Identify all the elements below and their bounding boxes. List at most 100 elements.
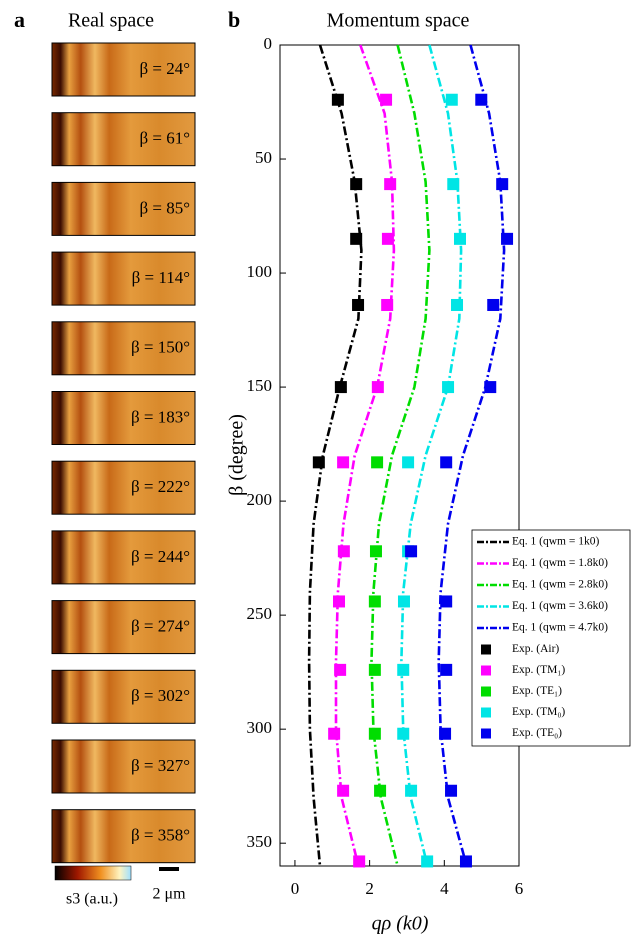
marker (328, 728, 340, 740)
marker (334, 664, 346, 676)
legend-label: Eq. 1 (qwm = 1.8k0) (512, 557, 608, 569)
tile-label: β = 244° (131, 547, 190, 566)
marker (374, 785, 386, 797)
marker (337, 785, 349, 797)
tile-label: β = 85° (139, 198, 190, 217)
marker (381, 299, 393, 311)
marker (460, 855, 472, 867)
tile-label: β = 61° (139, 129, 190, 148)
marker (454, 233, 466, 245)
x-tick-label: 4 (440, 879, 449, 898)
marker (350, 233, 362, 245)
marker (380, 94, 392, 106)
tile-label: β = 183° (131, 407, 190, 426)
y-tick-label: 200 (247, 490, 273, 509)
x-tick-label: 2 (365, 879, 374, 898)
colorbar (55, 866, 131, 880)
curve (372, 45, 430, 866)
marker (501, 233, 513, 245)
legend-label: Exp. (TM₀) (512, 706, 565, 718)
legend-marker (481, 687, 491, 697)
tile-label: β = 150° (131, 338, 190, 357)
panel-label: a (14, 7, 25, 32)
curve (401, 45, 461, 866)
legend-label: Eq. 1 (qwm = 3.6k0) (512, 600, 608, 612)
marker (369, 664, 381, 676)
marker (475, 94, 487, 106)
tile-label: β = 222° (131, 477, 190, 496)
scale-label: 2 μm (152, 886, 186, 903)
y-tick-label: 350 (247, 832, 273, 851)
chart-title: Momentum space (327, 10, 470, 32)
marker (451, 299, 463, 311)
marker (439, 728, 451, 740)
marker (333, 595, 345, 607)
marker (338, 545, 350, 557)
page: a Real space s3 (a.u.) 2 μm b Momentum s… (0, 0, 633, 943)
marker (405, 545, 417, 557)
tile-label: β = 274° (131, 617, 190, 636)
tile-label: β = 302° (131, 686, 190, 705)
marker (370, 545, 382, 557)
legend-marker (481, 729, 491, 739)
marker (446, 94, 458, 106)
marker (397, 664, 409, 676)
tiles: β = 24° β = 61° β = 85° β = 114° β = 150° β =… (52, 43, 195, 863)
marker (369, 728, 381, 740)
legend-label: Eq. 1 (qwm = 1k0) (512, 536, 599, 548)
y-tick-label: 100 (247, 262, 273, 281)
marker (369, 595, 381, 607)
marker (397, 728, 409, 740)
marker (421, 855, 433, 867)
tile-label: β = 327° (131, 756, 190, 775)
marker (440, 595, 452, 607)
legend-label: Eq. 1 (qwm = 2.8k0) (512, 579, 608, 591)
marker (353, 855, 365, 867)
marker (372, 381, 384, 393)
legend-label: Eq. 1 (qwm = 4.7k0) (512, 622, 608, 634)
marker (487, 299, 499, 311)
marker (352, 299, 364, 311)
legend-marker (481, 666, 491, 676)
marker (405, 785, 417, 797)
legend-label: Exp. (TE₀) (512, 727, 562, 739)
marker (445, 785, 457, 797)
marker (371, 456, 383, 468)
tile-label: β = 24° (139, 59, 190, 78)
y-tick-label: 0 (264, 34, 273, 53)
y-tick-label: 150 (247, 376, 273, 395)
colorbar-label: s3 (a.u.) (66, 891, 118, 908)
marker (398, 595, 410, 607)
marker (382, 233, 394, 245)
legend: Eq. 1 (qwm = 1k0) Eq. 1 (qwm = 1.8k0) Eq. … (472, 530, 630, 746)
marker (442, 381, 454, 393)
curve (336, 45, 394, 866)
marker (337, 456, 349, 468)
marker (447, 178, 459, 190)
legend-marker (481, 645, 491, 655)
marker (484, 381, 496, 393)
marker (440, 456, 452, 468)
x-axis-label: qρ (k0) (372, 913, 429, 935)
y-tick-label: 250 (247, 604, 273, 623)
y-axis-label: β (degree) (226, 414, 248, 496)
x-tick-label: 6 (515, 879, 524, 898)
marker (402, 456, 414, 468)
figure: a Real space s3 (a.u.) 2 μm b Momentum s… (0, 0, 633, 943)
panel-title: Real space (68, 10, 154, 32)
marker (440, 664, 452, 676)
panel-label: b (228, 7, 240, 32)
y-tick-label: 50 (255, 148, 272, 167)
tile-label: β = 358° (131, 826, 190, 845)
marker (384, 178, 396, 190)
marker (313, 456, 325, 468)
marker (496, 178, 508, 190)
tile-label: β = 114° (132, 268, 190, 287)
x-tick-label: 0 (291, 879, 300, 898)
marker (332, 94, 344, 106)
legend-label: Exp. (Air) (512, 643, 559, 655)
legend-marker (481, 708, 491, 718)
marker (350, 178, 362, 190)
legend-label: Exp. (TM₁) (512, 664, 565, 676)
